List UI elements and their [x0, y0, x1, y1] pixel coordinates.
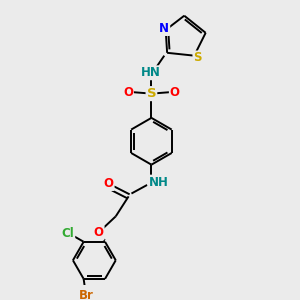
Text: O: O: [123, 86, 133, 99]
Text: Cl: Cl: [61, 227, 74, 240]
Text: NH: NH: [148, 176, 169, 189]
Text: O: O: [170, 86, 180, 99]
Text: O: O: [94, 226, 103, 239]
Text: O: O: [103, 177, 114, 190]
Text: S: S: [194, 51, 202, 64]
Text: S: S: [147, 87, 156, 100]
Text: N: N: [159, 22, 169, 35]
Text: Br: Br: [79, 289, 93, 300]
Text: HN: HN: [141, 66, 161, 79]
